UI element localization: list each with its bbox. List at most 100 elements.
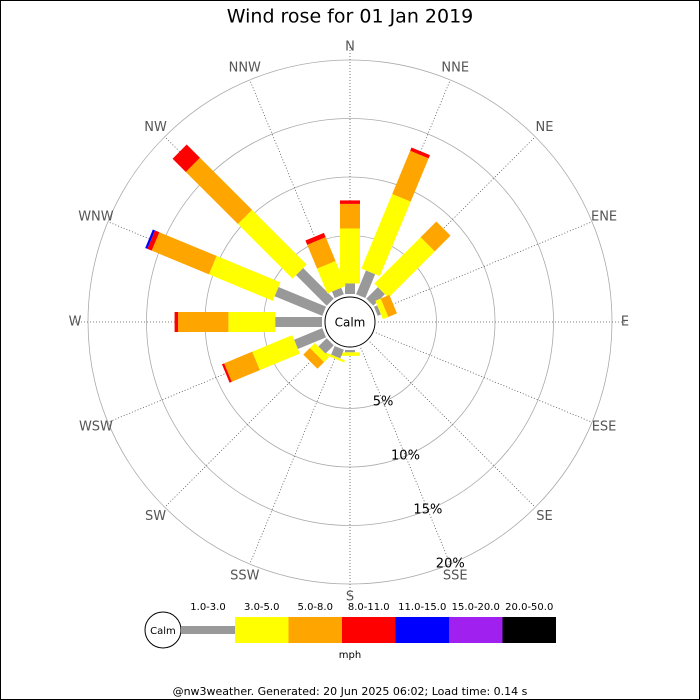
bar-segment (361, 193, 411, 277)
legend-label: 5.0-8.0 (298, 602, 333, 613)
bar-segment (145, 229, 156, 249)
direction-label: NE (535, 120, 553, 135)
direction-bars (172, 144, 334, 306)
bar-segment (366, 287, 385, 306)
direction-bars (356, 147, 430, 299)
direction-label: ESE (592, 420, 617, 435)
legend-swatch (502, 617, 556, 643)
bar-segment (392, 150, 429, 202)
spoke (164, 341, 331, 508)
direction-label: SE (536, 509, 552, 524)
bar-segment (305, 232, 326, 245)
footer: @nw3weather. Generated: 20 Jun 2025 06:0… (173, 685, 528, 698)
bar-segment (172, 144, 200, 172)
direction-label: SSE (443, 569, 468, 584)
legend-label: 8.0-11.0 (348, 602, 390, 613)
bar-segment (296, 268, 334, 306)
bar-segment (340, 203, 360, 229)
bar-segment (373, 305, 382, 316)
bar-segment (147, 230, 160, 251)
r-tick-label: 5% (373, 394, 394, 409)
grid-circle (146, 118, 554, 526)
bar-segment (228, 312, 276, 332)
r-tick-label: 20% (436, 557, 465, 572)
bar-segment (325, 352, 345, 363)
legend-swatch (395, 617, 449, 643)
direction-label: S (346, 590, 354, 605)
legend-swatch (449, 617, 503, 643)
bar-segment (224, 351, 260, 382)
direction-label: W (69, 315, 82, 330)
bar-segment (356, 270, 376, 299)
direction-label: NNE (441, 60, 469, 75)
bar-segment (420, 221, 451, 252)
legend-label: 20.0-50.0 (505, 602, 553, 613)
bar-segment (274, 286, 327, 316)
bar-segment (303, 347, 325, 369)
bar-segment (380, 294, 397, 317)
direction-label: SSW (230, 569, 260, 584)
direction-label: NNW (229, 60, 261, 75)
legend-swatch (342, 617, 396, 643)
bar-segment (309, 343, 329, 363)
bar-segment (345, 350, 355, 353)
direction-bars (373, 294, 397, 320)
bar-segment (340, 352, 360, 356)
legend-calm-label: Calm (150, 626, 176, 637)
bar-segment (185, 157, 253, 225)
direction-bars (303, 338, 334, 369)
legend-label: 15.0-20.0 (452, 602, 500, 613)
spoke (375, 332, 593, 423)
bar-segment (208, 255, 281, 301)
bar-segment (151, 232, 217, 275)
r-tick-label: 10% (391, 448, 420, 463)
spoke (369, 341, 536, 508)
direction-label: N (345, 40, 355, 55)
direction-bars (340, 200, 360, 294)
legend-label: 11.0-15.0 (398, 602, 446, 613)
direction-label: WNW (78, 209, 114, 224)
spoke (249, 347, 340, 565)
legend-swatch (288, 617, 342, 643)
bar-segment (221, 363, 232, 383)
direction-label: E (621, 315, 629, 330)
calm-label: Calm (335, 316, 366, 330)
bar-segment (307, 237, 336, 269)
direction-label: NW (144, 120, 167, 135)
direction-bars (340, 350, 360, 356)
bar-segment (410, 147, 430, 159)
legend-label: 1.0-3.0 (190, 602, 225, 613)
direction-label: WSW (79, 420, 113, 435)
legend-swatch (235, 617, 289, 643)
legend-label: 3.0-5.0 (244, 602, 279, 613)
bar-segment (375, 298, 389, 320)
bar-segment (331, 345, 344, 359)
bar-segment (237, 209, 307, 279)
direction-bars (174, 312, 322, 332)
bar-segment (178, 312, 229, 332)
bar-segment (331, 287, 344, 299)
bar-segment (252, 335, 300, 371)
bar-segment (275, 317, 322, 327)
bar-segment (318, 338, 334, 354)
bar-segment (294, 328, 327, 349)
direction-bars (325, 345, 345, 363)
bar-segment (345, 283, 355, 294)
bar-segment (374, 237, 435, 298)
direction-label: ENE (591, 209, 617, 224)
chart-title: Wind rose for 01 Jan 2019 (227, 6, 474, 28)
direction-bars (305, 232, 346, 299)
calm-circle (324, 296, 376, 348)
bar-segment (317, 260, 346, 294)
direction-label: SW (145, 509, 166, 524)
bar-segment (340, 200, 360, 204)
r-tick-label: 15% (413, 503, 442, 518)
direction-bars (145, 229, 327, 316)
spoke (360, 347, 451, 565)
legend-units: mph (339, 650, 361, 661)
spoke (375, 221, 593, 312)
bar-segment (174, 312, 179, 332)
bar-segment (340, 228, 360, 284)
